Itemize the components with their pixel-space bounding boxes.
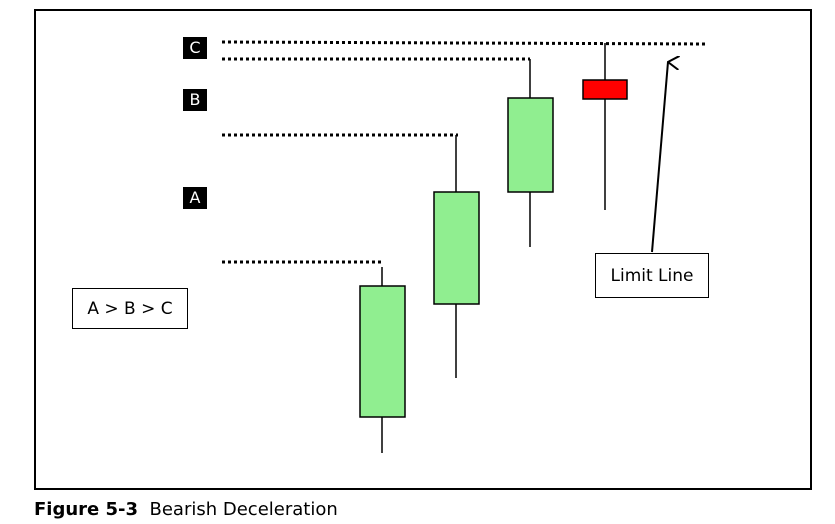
label-c: C (183, 37, 207, 59)
limit-line-box: Limit Line (595, 253, 709, 298)
label-a: A (183, 187, 207, 209)
level-line-c (221, 40, 708, 46)
figure-title: Bearish Deceleration (149, 499, 338, 520)
figure-frame (34, 9, 812, 490)
candle-4-body (582, 79, 628, 100)
candle-1-body (359, 285, 406, 418)
candle-3-body (507, 97, 554, 193)
label-b: B (183, 89, 207, 111)
candle-2-body (433, 191, 480, 305)
limit-line-arrow (651, 62, 668, 253)
figure-number: Figure 5-3 (34, 499, 139, 520)
figure-caption: Figure 5-3 Bearish Deceleration (34, 499, 338, 520)
relation-box: A > B > C (72, 288, 188, 329)
